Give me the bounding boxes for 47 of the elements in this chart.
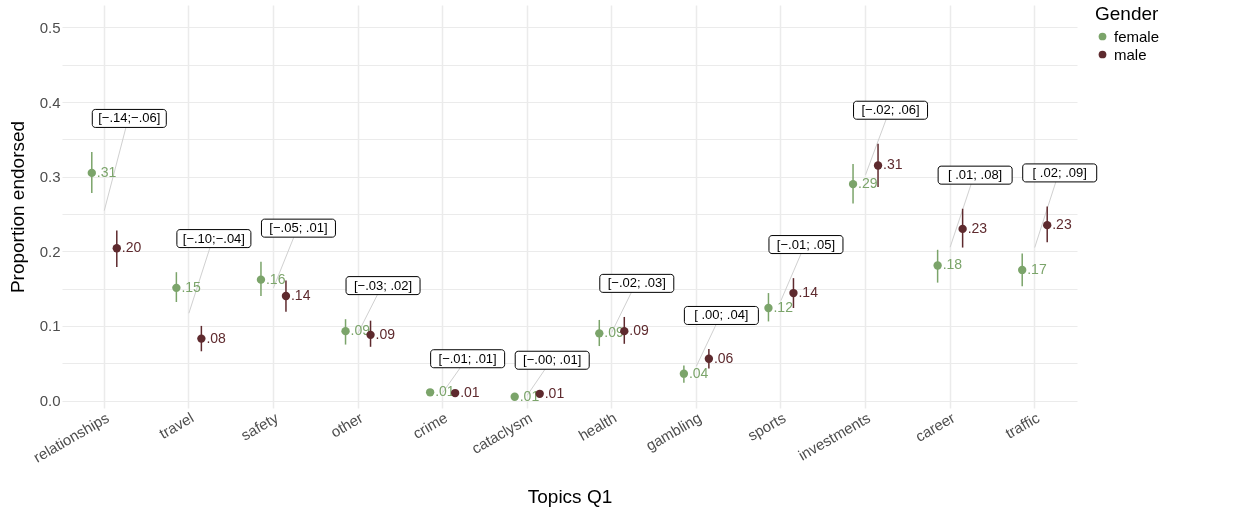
y-tick-label: 0.5: [39, 18, 61, 36]
x-tick-label: other: [327, 408, 366, 441]
data-label: .14: [798, 284, 819, 301]
annotation: [−.00; .01]: [523, 352, 582, 368]
data-label: .20: [121, 239, 142, 256]
data-label: .31: [96, 163, 117, 180]
data-label: .01: [460, 384, 480, 401]
y-tick-label: 0.3: [39, 168, 61, 186]
annotation: [ .01; .08]: [948, 167, 1003, 183]
data-label: .23: [1052, 216, 1072, 233]
data-label: .08: [206, 329, 227, 346]
data-label: .23: [967, 219, 988, 236]
annotation: [−.02; .03]: [607, 275, 666, 291]
data-label: .17: [1027, 260, 1047, 277]
data-label: .04: [688, 364, 709, 381]
x-axis-title: Topics Q1: [527, 485, 613, 507]
data-label: .09: [375, 325, 396, 342]
y-tick-label: 0.4: [39, 93, 61, 111]
annotation: [−.10;−.04]: [182, 230, 245, 246]
data-label: .29: [858, 175, 878, 192]
annotation: [ .00; .04]: [694, 307, 749, 323]
y-tick-label: 0.1: [39, 317, 61, 335]
data-label: .14: [290, 287, 311, 304]
data-label: .31: [883, 156, 903, 173]
annotation: [−.03; .02]: [353, 277, 413, 293]
data-label: .06: [713, 349, 734, 366]
data-label: .15: [181, 278, 202, 295]
data-label: .16: [265, 270, 286, 287]
x-tick-label: crime: [409, 408, 451, 442]
annotation: [−.01; .01]: [438, 350, 497, 366]
y-tick-label: 0.0: [39, 392, 61, 410]
annotation: [−.02; .06]: [861, 102, 920, 118]
x-tick-label: traffic: [1002, 408, 1043, 442]
annotation: [−.01; .05]: [776, 236, 836, 252]
legend-label: male: [1114, 45, 1147, 63]
legend-label: female: [1114, 27, 1160, 45]
data-label: .01: [544, 384, 565, 401]
annotation: [−.05; .01]: [269, 220, 328, 236]
y-tick-label: 0.2: [39, 242, 61, 260]
data-label: .18: [942, 256, 963, 273]
legend-title: Gender: [1095, 3, 1160, 24]
data-label: .09: [629, 322, 649, 339]
y-axis-title: Proportion endorsed: [6, 120, 28, 294]
annotation: [ .02; .09]: [1032, 164, 1087, 180]
annotation: [−.14;−.06]: [98, 110, 161, 126]
data-label: .12: [773, 299, 794, 315]
data-label: .01: [519, 387, 540, 404]
